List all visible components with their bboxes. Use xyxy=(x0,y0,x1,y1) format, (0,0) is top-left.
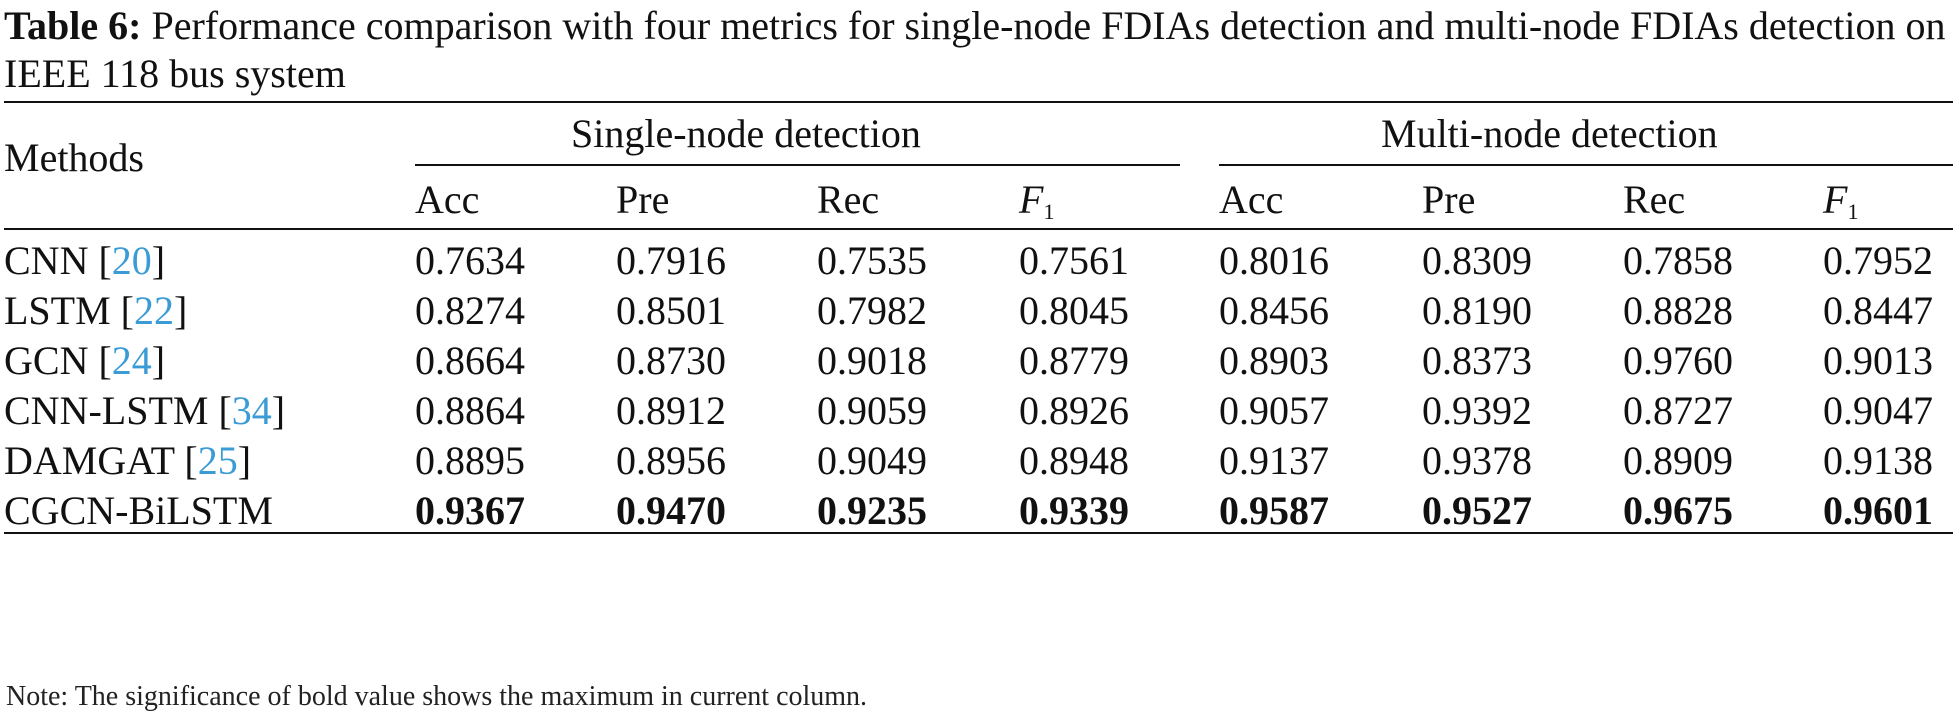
metric-value: 0.8864 xyxy=(415,388,525,433)
metric-value: 0.9138 xyxy=(1823,438,1933,483)
metric-value: 0.8727 xyxy=(1623,388,1733,433)
method-label: CGCN-BiLSTM xyxy=(4,488,273,533)
metric-header-f1-letter: F xyxy=(1019,177,1044,222)
metric-value: 0.7561 xyxy=(1019,238,1129,283)
metric-value: 0.8730 xyxy=(616,338,726,383)
metric-value: 0.7634 xyxy=(415,238,525,283)
metric-value: 0.8016 xyxy=(1219,238,1329,283)
metric-value: 0.8903 xyxy=(1219,338,1329,383)
metric-value: 0.8447 xyxy=(1823,288,1933,333)
metric-value: 0.9367 xyxy=(415,488,525,533)
metric-header-f1: F1 xyxy=(1019,176,1054,236)
method-name: CGCN-BiLSTM xyxy=(4,487,273,535)
metric-value: 0.9760 xyxy=(1623,338,1733,383)
method-label: CNN-LSTM [ xyxy=(4,388,232,433)
citation-close-bracket: ] xyxy=(151,338,166,383)
metric-header-f1-subscript: 1 xyxy=(1847,199,1859,224)
metric-value: 0.7916 xyxy=(616,238,726,283)
metric-value: 0.8909 xyxy=(1623,438,1733,483)
method-label: CNN [ xyxy=(4,238,112,283)
metric-value: 0.8190 xyxy=(1422,288,1532,333)
group-rule-multi-node xyxy=(1219,164,1953,166)
methods-header: Methods xyxy=(4,135,144,180)
metric-header-f1-subscript: 1 xyxy=(1043,199,1055,224)
metric-value: 0.7858 xyxy=(1623,238,1733,283)
metric-value: 0.8309 xyxy=(1422,238,1532,283)
metric-value: 0.9601 xyxy=(1823,488,1933,533)
metric-value: 0.9049 xyxy=(817,438,927,483)
method-name: CNN-LSTM [34] xyxy=(4,387,285,435)
method-name: GCN [24] xyxy=(4,337,165,385)
metric-header-acc: Acc xyxy=(415,177,480,222)
metric-value: 0.8456 xyxy=(1219,288,1329,333)
metric-header-pre: Pre xyxy=(616,177,670,222)
metric-header-pre: Pre xyxy=(1422,177,1476,222)
metric-value: 0.9378 xyxy=(1422,438,1532,483)
group-header-multi-node: Multi-node detection xyxy=(1381,111,1718,156)
citation-close-bracket: ] xyxy=(271,388,286,433)
metric-value: 0.9675 xyxy=(1623,488,1733,533)
citation-link[interactable]: 24 xyxy=(111,338,152,383)
metric-value: 0.9059 xyxy=(817,388,927,433)
citation-link[interactable]: 34 xyxy=(231,388,272,433)
method-label: DAMGAT [ xyxy=(4,438,198,483)
metric-value: 0.9057 xyxy=(1219,388,1329,433)
metric-header-f1: F1 xyxy=(1823,176,1858,236)
metric-value: 0.9018 xyxy=(817,338,927,383)
metric-header-f1-letter: F xyxy=(1823,177,1848,222)
metric-value: 0.8373 xyxy=(1422,338,1532,383)
bottom-rule xyxy=(4,532,1953,534)
metric-value: 0.9392 xyxy=(1422,388,1532,433)
metric-value: 0.8045 xyxy=(1019,288,1129,333)
metric-header-rec: Rec xyxy=(1623,177,1686,222)
metric-value: 0.8926 xyxy=(1019,388,1129,433)
table-caption-text: Performance comparison with four metrics… xyxy=(4,3,1946,96)
metric-value: 0.9339 xyxy=(1019,488,1129,533)
metric-value: 0.9047 xyxy=(1823,388,1933,433)
citation-close-bracket: ] xyxy=(237,438,252,483)
metric-value: 0.8664 xyxy=(415,338,525,383)
table-note: Note: The significance of bold value sho… xyxy=(6,681,868,712)
header-rule xyxy=(4,228,1953,230)
metric-value: 0.8912 xyxy=(616,388,726,433)
group-rule-single-node xyxy=(415,164,1180,166)
table-caption-label: Table 6: xyxy=(4,3,142,48)
method-name: LSTM [22] xyxy=(4,287,187,335)
method-name: DAMGAT [25] xyxy=(4,437,251,485)
metric-value: 0.7982 xyxy=(817,288,927,333)
method-name: CNN [20] xyxy=(4,237,165,285)
group-header-single-node: Single-node detection xyxy=(571,111,921,156)
metric-value: 0.7952 xyxy=(1823,238,1933,283)
citation-close-bracket: ] xyxy=(151,238,166,283)
citation-close-bracket: ] xyxy=(174,288,188,333)
metric-value: 0.9587 xyxy=(1219,488,1329,533)
metric-value: 0.9470 xyxy=(616,488,726,533)
citation-link[interactable]: 22 xyxy=(134,288,174,333)
metric-header-rec: Rec xyxy=(817,177,880,222)
metric-value: 0.8501 xyxy=(616,288,726,333)
metric-value: 0.7535 xyxy=(817,238,927,283)
metric-value: 0.8956 xyxy=(616,438,726,483)
method-label: LSTM [ xyxy=(4,288,134,333)
metric-value: 0.9527 xyxy=(1422,488,1532,533)
metric-value: 0.9013 xyxy=(1823,338,1933,383)
citation-link[interactable]: 25 xyxy=(197,438,238,483)
metric-value: 0.8828 xyxy=(1623,288,1733,333)
metric-value: 0.9235 xyxy=(817,488,927,533)
table-caption: Table 6: Performance comparison with fou… xyxy=(4,2,1949,98)
method-label: GCN [ xyxy=(4,338,112,383)
metric-value: 0.8779 xyxy=(1019,338,1129,383)
metric-header-acc: Acc xyxy=(1219,177,1284,222)
metric-value: 0.8895 xyxy=(415,438,525,483)
citation-link[interactable]: 20 xyxy=(111,238,152,283)
metric-value: 0.8274 xyxy=(415,288,525,333)
metric-value: 0.9137 xyxy=(1219,438,1329,483)
metric-value: 0.8948 xyxy=(1019,438,1129,483)
top-rule xyxy=(4,101,1953,103)
